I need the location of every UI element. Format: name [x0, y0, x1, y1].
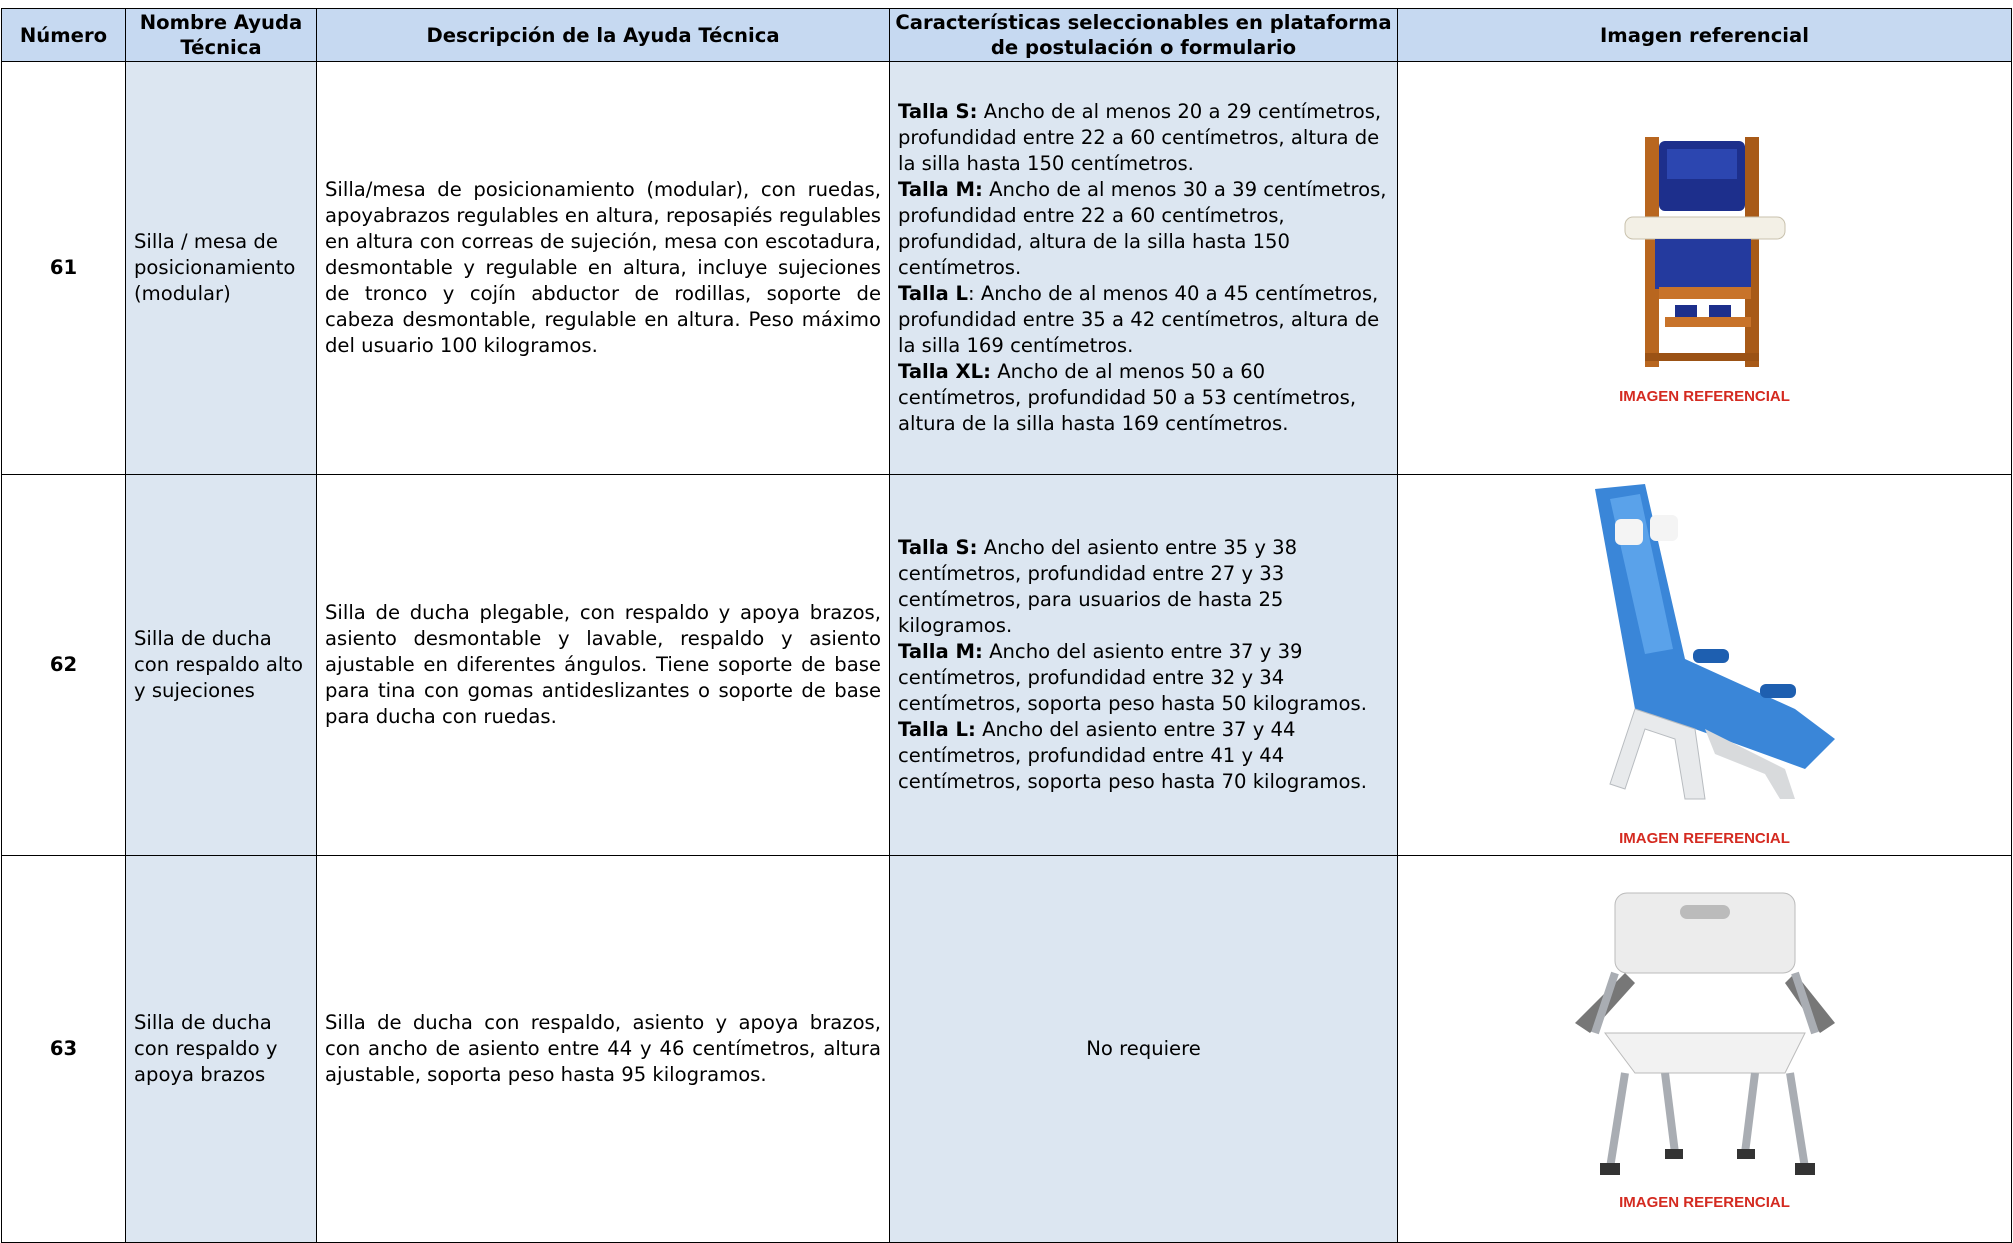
- table-header: Número Nombre Ayuda Técnica Descripción de…: [1, 8, 2012, 62]
- size-label: Talla S:: [898, 536, 978, 559]
- size-label: Talla L: [898, 282, 969, 305]
- reference-image: IMAGEN REFERENCIAL: [1397, 61, 2012, 475]
- size-option: Talla L: Ancho de al menos 40 a 45 centí…: [898, 281, 1389, 359]
- aid-characteristics: Talla S: Ancho de al menos 20 a 29 centí…: [889, 61, 1398, 475]
- reference-image: IMAGEN REFERENCIAL: [1397, 855, 2012, 1243]
- size-option: Talla S: Ancho de al menos 20 a 29 centí…: [898, 99, 1389, 177]
- column-header: Nombre Ayuda Técnica: [125, 8, 317, 62]
- reference-image: IMAGEN REFERENCIAL: [1397, 474, 2012, 856]
- aids-table: Número Nombre Ayuda Técnica Descripción de…: [1, 8, 2012, 1243]
- aid-name: Silla de ducha con respaldo alto y sujec…: [125, 474, 317, 856]
- aid-number: 62: [1, 474, 126, 856]
- table-body: 61 Silla / mesa de posicionamiento (modul…: [1, 61, 2012, 1243]
- table-row: 63 Silla de ducha con respaldo y apoya br…: [1, 855, 2012, 1243]
- aid-number: 61: [1, 61, 126, 475]
- size-text: : Ancho de al menos 40 a 45 centímetros,…: [898, 282, 1380, 357]
- column-header: Imagen referencial: [1397, 8, 2012, 62]
- column-header: Características seleccionables en plataf…: [889, 8, 1398, 62]
- size-option: Talla M: Ancho de al menos 30 a 39 centí…: [898, 177, 1389, 281]
- aid-name: Silla / mesa de posicionamiento (modular…: [125, 61, 317, 475]
- size-text: Ancho de al menos 20 a 29 centímetros, p…: [898, 100, 1382, 175]
- size-option: Talla M: Ancho del asiento entre 37 y 39…: [898, 639, 1389, 717]
- aid-number: 63: [1, 855, 126, 1243]
- size-label: Talla S:: [898, 100, 978, 123]
- size-label: Talla L:: [898, 718, 976, 741]
- image-caption: IMAGEN REFERENCIAL: [1619, 1193, 1790, 1211]
- column-header: Descripción de la Ayuda Técnica: [316, 8, 890, 62]
- size-label: Talla XL:: [898, 360, 991, 383]
- image-caption: IMAGEN REFERENCIAL: [1619, 829, 1790, 847]
- size-text: Ancho del asiento entre 35 y 38 centímet…: [898, 536, 1298, 637]
- header-row: Número Nombre Ayuda Técnica Descripción de…: [1, 8, 2012, 62]
- size-option: Talla S: Ancho del asiento entre 35 y 38…: [898, 535, 1389, 639]
- table-row: 62 Silla de ducha con respaldo alto y suj…: [1, 474, 2012, 856]
- column-header: Número: [1, 8, 126, 62]
- image-caption: IMAGEN REFERENCIAL: [1619, 387, 1790, 405]
- wooden-chair-image: [1624, 136, 1785, 367]
- size-text: Ancho de al menos 30 a 39 centímetros, p…: [898, 178, 1387, 279]
- aid-description: Silla/mesa de posicionamiento (modular),…: [316, 61, 890, 475]
- size-text: Ancho del asiento entre 37 y 39 centímet…: [898, 640, 1367, 715]
- size-text: Ancho de al menos 50 a 60 centímetros, p…: [898, 360, 1357, 435]
- aid-description: Silla de ducha con respaldo, asiento y a…: [316, 855, 890, 1243]
- white-shower-chair-image: [1574, 892, 1835, 1175]
- aid-characteristics: Talla S: Ancho del asiento entre 35 y 38…: [889, 474, 1398, 856]
- size-option: Talla L: Ancho del asiento entre 37 y 44…: [898, 717, 1389, 795]
- size-label: Talla M:: [898, 640, 983, 663]
- aid-characteristics: No requiere: [889, 855, 1398, 1243]
- size-text: Ancho del asiento entre 37 y 44 centímet…: [898, 718, 1367, 793]
- size-label: Talla M:: [898, 178, 983, 201]
- blue-shower-chair-image: [1594, 483, 1835, 799]
- table-row: 61 Silla / mesa de posicionamiento (modul…: [1, 61, 2012, 475]
- aid-name: Silla de ducha con respaldo y apoya braz…: [125, 855, 317, 1243]
- aid-description: Silla de ducha plegable, con respaldo y …: [316, 474, 890, 856]
- size-option: Talla XL: Ancho de al menos 50 a 60 cent…: [898, 359, 1389, 437]
